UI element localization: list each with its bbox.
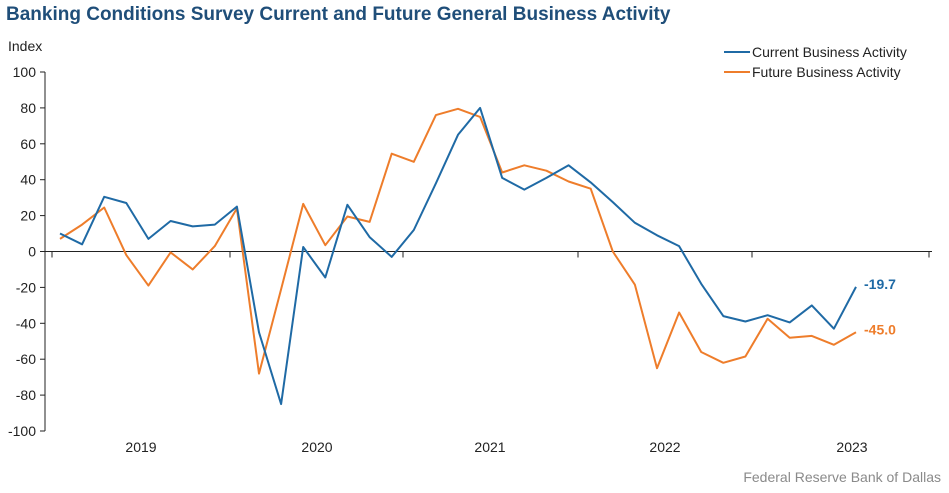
- x-tick-label: 2021: [474, 439, 505, 455]
- x-tick-label: 2020: [301, 439, 332, 455]
- y-tick-label: -100: [8, 423, 36, 439]
- y-tick-label: -20: [16, 279, 36, 295]
- y-tick-label: -40: [16, 315, 36, 331]
- y-tick-label: 20: [20, 208, 36, 224]
- x-tick-label: 2023: [836, 439, 867, 455]
- current-end-label: -19.7: [864, 276, 896, 292]
- legend-item-future: Future Business Activity: [724, 62, 907, 82]
- source-note: Federal Reserve Bank of Dallas: [743, 469, 941, 485]
- y-tick-label: 100: [13, 64, 37, 80]
- legend-swatch-future: [724, 71, 750, 73]
- current-business-activity-line: [59, 106, 857, 406]
- legend-item-current: Current Business Activity: [724, 42, 907, 62]
- x-tick-label: 2022: [649, 439, 680, 455]
- y-tick-label: 40: [20, 172, 36, 188]
- y-tick-label: 80: [20, 100, 36, 116]
- legend-swatch-current: [724, 51, 750, 53]
- future-business-activity-line: [59, 107, 857, 375]
- series-lines: [59, 106, 857, 406]
- future-end-label: -45.0: [864, 321, 896, 337]
- y-axis-label: Index: [8, 38, 43, 54]
- series-end-labels: -19.7 -45.0: [864, 276, 896, 337]
- y-tick-label: -60: [16, 351, 36, 367]
- chart-title: Banking Conditions Survey Current and Fu…: [6, 4, 671, 25]
- chart-legend: Current Business Activity Future Busines…: [724, 42, 907, 82]
- legend-label-future: Future Business Activity: [752, 64, 901, 80]
- chart-axes: [40, 71, 932, 432]
- x-tick-labels: 2019 2020 2021 2022 2023: [125, 439, 867, 455]
- x-tick-label: 2019: [125, 439, 156, 455]
- y-tick-label: -80: [16, 387, 36, 403]
- y-tick-labels: 100 80 60 40 20 0 -20 -40 -60 -80 -100: [8, 64, 36, 439]
- y-tick-label: 60: [20, 136, 36, 152]
- legend-label-current: Current Business Activity: [752, 44, 907, 60]
- y-tick-label: 0: [28, 244, 36, 260]
